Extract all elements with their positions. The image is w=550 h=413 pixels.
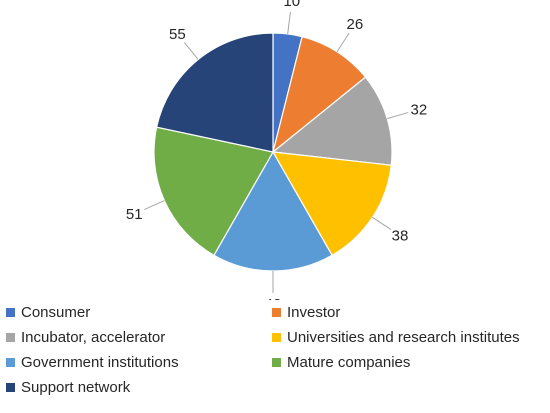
legend-item-6: Mature companies: [272, 354, 410, 371]
data-label-2: 26: [347, 16, 364, 33]
pie-slice-4: [271, 151, 392, 257]
legend: Consumer Investor Incubator, accelerator Un…: [0, 302, 550, 413]
legend-item-1: Consumer: [6, 304, 90, 321]
data-label-5: 42: [265, 296, 282, 300]
legend-swatch: [272, 308, 281, 317]
legend-item-4: Universities and research institutes: [272, 329, 520, 346]
legend-item-7: Support network: [6, 379, 130, 396]
leader-line-3: [387, 111, 409, 120]
legend-label: Government institutions: [21, 354, 179, 371]
data-label-7: 55: [169, 26, 186, 43]
label-leaders: [144, 12, 409, 293]
leader-line-2: [336, 32, 350, 53]
legend-label: Mature companies: [287, 354, 411, 371]
legend-swatch: [6, 383, 15, 392]
data-label-1: 10: [283, 0, 300, 10]
legend-label: Incubator, accelerator: [21, 329, 166, 346]
legend-label: Support network: [21, 379, 131, 396]
leader-line-4: [372, 216, 392, 230]
pie-slice-5: [213, 150, 333, 272]
pie-slice-6: [153, 126, 274, 257]
legend-label: Universities and research institutes: [287, 329, 520, 346]
leader-line-6: [144, 200, 165, 211]
legend-item-2: Investor: [272, 304, 340, 321]
leader-line-7: [183, 42, 199, 60]
legend-item-3: Incubator, accelerator: [6, 329, 165, 346]
pie-slice-3: [271, 76, 393, 166]
pie-chart: 10 26 32 38 42 51 55: [126, 0, 427, 300]
data-label-3: 32: [411, 101, 428, 118]
data-labels: 10 26 32 38 42 51 55: [126, 0, 427, 300]
legend-label: Investor: [287, 304, 341, 321]
legend-item-5: Government institutions: [6, 354, 179, 371]
pie-slice-2: [271, 35, 367, 154]
legend-label: Consumer: [21, 304, 91, 321]
legend-swatch: [6, 358, 15, 367]
legend-swatch: [6, 333, 15, 342]
legend-swatch: [272, 358, 281, 367]
pie-slices: [153, 32, 393, 272]
legend-swatch: [272, 333, 281, 342]
data-label-4: 38: [392, 227, 409, 244]
leader-line-1: [287, 12, 291, 34]
legend-swatch: [6, 308, 15, 317]
data-label-6: 51: [126, 206, 143, 223]
